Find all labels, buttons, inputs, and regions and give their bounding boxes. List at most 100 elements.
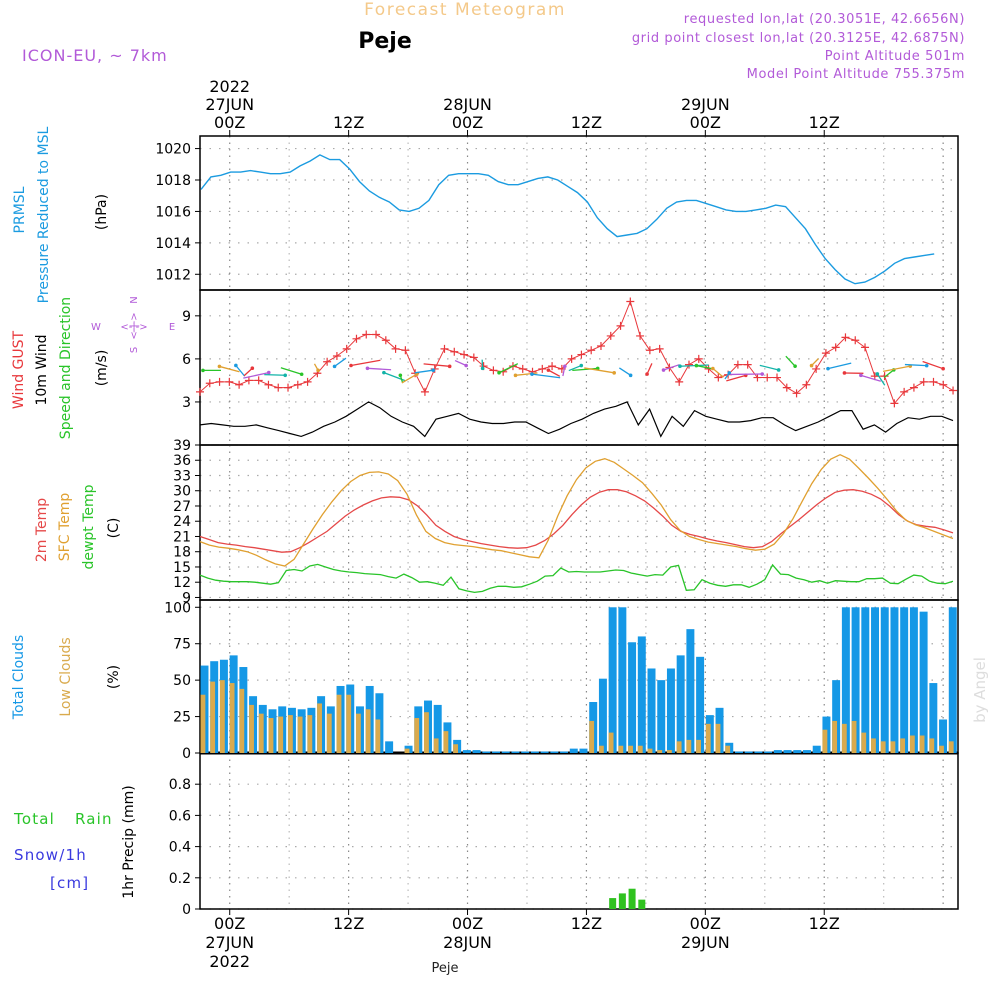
low-cloud-bar bbox=[657, 750, 663, 753]
total-cloud-bar bbox=[773, 750, 782, 753]
wind-arrow-head bbox=[299, 372, 304, 377]
wind-arrow-head bbox=[497, 370, 501, 375]
gust-marker bbox=[293, 380, 302, 389]
gust-marker bbox=[244, 376, 253, 385]
wind-arrow-head bbox=[678, 364, 682, 369]
pressure-unit: (hPa) bbox=[94, 194, 110, 230]
low-cloud-bar bbox=[278, 716, 284, 753]
wind-direction-arrow bbox=[876, 373, 886, 386]
low-cloud-bar bbox=[287, 715, 293, 753]
gust-marker bbox=[675, 377, 684, 386]
low-cloud-bar bbox=[443, 731, 449, 753]
precip-panel-labels: Total Rain Snow/1h [cm] 1hr Precip (mm) bbox=[13, 785, 137, 898]
total-cloud-bar bbox=[851, 607, 860, 753]
low-cloud-bar bbox=[715, 723, 721, 753]
gust-marker bbox=[714, 373, 723, 382]
gust-marker bbox=[645, 346, 654, 355]
y-tick-label: 1018 bbox=[155, 173, 191, 189]
gust-marker bbox=[626, 297, 635, 306]
wind-direction-arrow bbox=[860, 374, 881, 382]
compass-e: E bbox=[169, 322, 175, 333]
gust-marker bbox=[831, 343, 840, 352]
bottom-time-label: 12Z bbox=[333, 914, 364, 933]
gust-marker bbox=[196, 387, 204, 396]
wind-arrow-head bbox=[760, 372, 765, 376]
dewpt-label: dewpt Temp bbox=[81, 484, 97, 569]
wind-direction-arrow bbox=[679, 364, 709, 367]
pressure-line bbox=[200, 154, 935, 285]
low-cloud-bar bbox=[336, 694, 342, 753]
gust-marker bbox=[352, 334, 361, 343]
wind-direction-arrow bbox=[401, 373, 418, 384]
rain-bar bbox=[618, 893, 626, 909]
compass-s: S bbox=[129, 347, 140, 353]
wind-direction-arrow bbox=[367, 367, 392, 371]
gust-marker bbox=[381, 336, 390, 345]
low-cloud-bar bbox=[258, 713, 264, 753]
wind-direction-arrow bbox=[243, 367, 253, 377]
low-cloud-bar bbox=[317, 703, 322, 753]
low-cloud-bar bbox=[355, 713, 361, 753]
wind-direction-arrow bbox=[548, 369, 561, 377]
snow-unit-label: [cm] bbox=[50, 874, 89, 892]
total-cloud-bar bbox=[803, 750, 811, 753]
gust-marker bbox=[587, 346, 596, 355]
bottom-date-label: 28JUN bbox=[443, 933, 492, 952]
top-time-label: 12Z bbox=[333, 113, 364, 132]
y-tick-label: 36 bbox=[173, 453, 191, 469]
total-cloud-bar bbox=[939, 719, 948, 753]
bottom-date-label: 29JUN bbox=[681, 933, 730, 952]
gust-marker bbox=[802, 380, 811, 389]
total-cloud-bar bbox=[492, 751, 501, 753]
total-cloud-bar bbox=[900, 607, 909, 753]
y-tick-label: 9 bbox=[182, 309, 191, 325]
y-tick-label: 75 bbox=[173, 637, 191, 653]
gust-marker bbox=[303, 377, 312, 386]
snow-label: Snow/1h bbox=[14, 846, 87, 864]
y-tick-label: 1016 bbox=[155, 204, 191, 220]
point-altitude: Point Altitude 501m bbox=[825, 49, 965, 64]
rain-bar bbox=[628, 888, 636, 909]
gust-marker bbox=[812, 364, 821, 373]
dewpt-line bbox=[199, 563, 954, 594]
low-cloud-bar bbox=[414, 718, 420, 753]
total-cloud-bar bbox=[812, 745, 821, 753]
gust-marker bbox=[450, 347, 459, 356]
low-cloud-bar bbox=[822, 729, 828, 753]
y-tick-label: 0.6 bbox=[169, 808, 191, 824]
wind-direction-arrow bbox=[498, 363, 519, 374]
wind-arrow-head bbox=[711, 366, 715, 371]
wind-arrow-head bbox=[809, 363, 814, 368]
gust-marker bbox=[596, 341, 605, 350]
total-cloud-bar bbox=[560, 751, 569, 753]
wind-arrow-head bbox=[431, 368, 436, 373]
wind-direction-arrow bbox=[759, 364, 779, 371]
wind-direction-arrow bbox=[264, 373, 286, 376]
total-cloud-bar bbox=[832, 680, 841, 753]
wind-arrow-head bbox=[628, 373, 633, 378]
wind-10m-label: 10m Wind bbox=[34, 334, 50, 405]
total-cloud-bar bbox=[472, 750, 481, 753]
y-tick-label: 1014 bbox=[155, 236, 191, 252]
low-cloud-bar bbox=[909, 735, 915, 753]
gust-marker bbox=[616, 321, 625, 330]
top-time-label: 12Z bbox=[809, 113, 840, 132]
wind-arrow-head bbox=[480, 366, 485, 371]
y-tick-label: 6 bbox=[182, 352, 191, 368]
wind-arrow-head bbox=[316, 368, 320, 373]
total-cloud-bar bbox=[647, 668, 656, 753]
t2m-line bbox=[199, 489, 954, 553]
gust-marker bbox=[733, 360, 742, 369]
wind-direction-arrow bbox=[219, 365, 240, 373]
gust-marker bbox=[205, 379, 214, 388]
y-tick-label: 21 bbox=[173, 529, 191, 545]
wind-arrow-head bbox=[398, 373, 403, 378]
total-cloud-bar bbox=[890, 607, 899, 753]
precip-unit: 1hr Precip (mm) bbox=[121, 785, 137, 898]
total-cloud-bar bbox=[880, 607, 889, 753]
wind-direction-arrow bbox=[785, 355, 796, 367]
y-tick-label: 50 bbox=[173, 673, 191, 689]
wind-direction-arrow bbox=[568, 364, 582, 372]
wind-arrow-head bbox=[579, 363, 584, 368]
